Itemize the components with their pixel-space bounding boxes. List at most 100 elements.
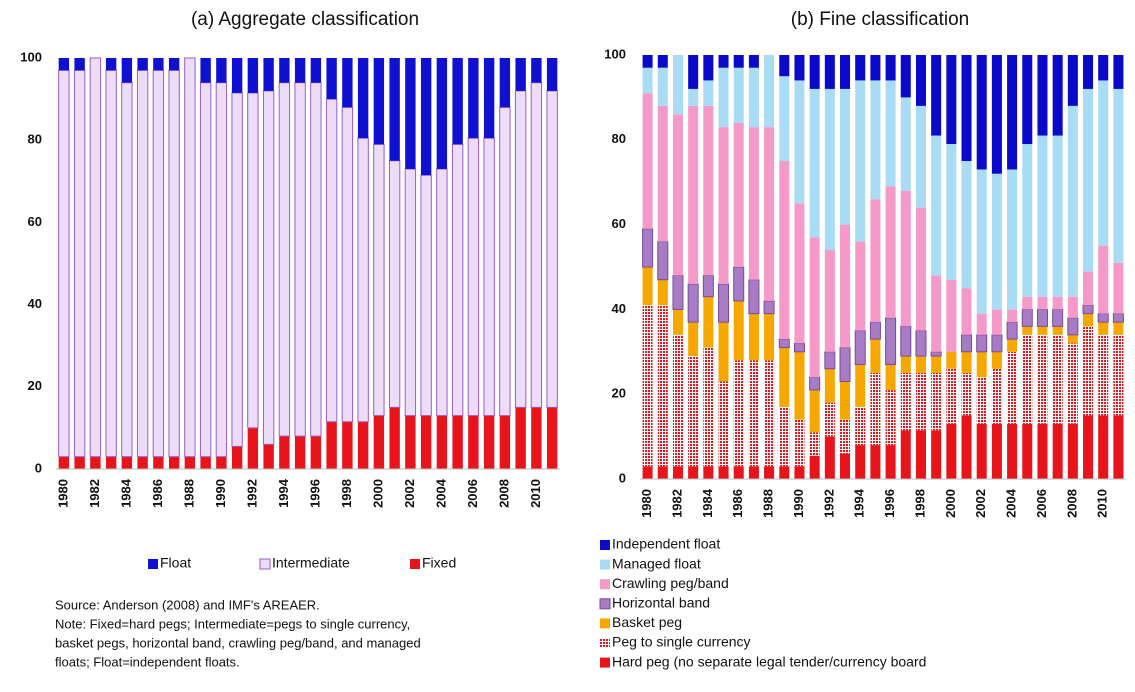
x-tick-label: 2006 — [1034, 489, 1049, 518]
bar-segment — [824, 88, 835, 251]
note-line: basket pegs, horizontal band, crawling p… — [55, 635, 421, 650]
bar-segment — [546, 407, 558, 469]
bar-segment — [840, 419, 851, 454]
bar-segment — [855, 364, 866, 407]
bar-segment — [74, 58, 85, 71]
bar-segment — [1067, 423, 1078, 479]
y-tick-label: 20 — [612, 386, 626, 401]
bar-segment — [121, 58, 133, 83]
bar-segment — [199, 82, 212, 458]
legend-label: Float — [160, 555, 191, 571]
bar-segment — [373, 58, 385, 145]
legend-swatch — [600, 618, 610, 629]
bar-segment — [794, 55, 805, 81]
y-tick-label: 60 — [28, 214, 42, 229]
bar-segment — [991, 309, 1002, 335]
x-tick-label: 2002 — [402, 479, 417, 508]
legend-swatch — [600, 540, 610, 550]
bar-segment — [672, 309, 683, 335]
x-tick-label: 1988 — [761, 489, 776, 518]
bar-segment — [184, 456, 196, 469]
bar-segment — [672, 55, 683, 115]
bar-segment — [483, 415, 495, 469]
bar-segment — [121, 456, 133, 469]
bar-segment — [702, 274, 714, 298]
bar-segment — [688, 322, 699, 357]
bar-segment — [168, 69, 180, 458]
bar-segment — [1113, 262, 1124, 314]
x-tick-label: 2000 — [370, 479, 385, 508]
bar-segment — [961, 351, 972, 373]
bar-segment — [514, 90, 527, 408]
bar-segment — [342, 58, 353, 108]
bar-segment — [1022, 334, 1033, 424]
x-tick-label: 1982 — [669, 489, 684, 518]
bar-segment — [216, 456, 227, 469]
x-tick-label: 1980 — [639, 489, 654, 518]
bar-segment — [657, 466, 668, 479]
bar-segment — [1022, 144, 1033, 297]
bar-segment — [1007, 169, 1018, 310]
bar-segment — [1052, 135, 1063, 297]
x-tick-label: 1990 — [213, 479, 228, 508]
bar-segment — [1098, 334, 1109, 416]
x-tick-label: 1990 — [791, 489, 806, 518]
bar-segment — [855, 445, 866, 479]
bar-segment — [976, 377, 987, 424]
bar-segment — [1067, 343, 1078, 424]
bar-segment — [483, 58, 495, 139]
bar-segment — [976, 55, 987, 170]
bar-segment — [961, 373, 972, 416]
bar-segment — [809, 55, 820, 89]
bar-segment — [642, 305, 653, 467]
bar-segment — [1113, 322, 1124, 335]
bar-segment — [991, 334, 1003, 353]
bar-segment — [703, 80, 714, 106]
bar-segment — [1007, 351, 1018, 424]
bar-segment — [672, 334, 683, 467]
bar-segment — [794, 351, 805, 420]
bar-segment — [200, 456, 211, 469]
legend-label: Hard peg (no separate legal tender/curre… — [612, 653, 926, 669]
bar-segment — [930, 351, 942, 357]
bar-segment — [642, 55, 653, 68]
bar-segment — [468, 415, 479, 469]
bar-segment — [900, 373, 911, 431]
bar-segment — [657, 55, 668, 68]
x-tick-label: 1994 — [276, 478, 291, 508]
bar-segment — [153, 58, 164, 71]
bar-segment — [794, 466, 805, 479]
bar-segment — [900, 356, 911, 373]
bar-segment — [779, 55, 790, 77]
bar-segment — [840, 224, 851, 348]
bar-segment — [672, 466, 683, 479]
bar-segment — [279, 58, 290, 83]
bar-segment — [1067, 105, 1078, 297]
bar-segment — [688, 356, 699, 467]
x-tick-label: 2002 — [973, 489, 988, 518]
bar-segment — [840, 453, 851, 479]
bar-segment — [326, 421, 337, 469]
bar-segment — [499, 415, 511, 469]
legend-label: Intermediate — [272, 555, 350, 571]
bar-segment — [389, 58, 400, 161]
bar-segment — [1037, 55, 1048, 136]
note-line: Source: Anderson (2008) and IMF's AREAER… — [55, 597, 320, 612]
bar-segment — [779, 347, 790, 407]
x-tick-label: 2008 — [1064, 489, 1079, 518]
bar-segment — [733, 67, 744, 123]
bar-segment — [436, 58, 448, 169]
bar-segment — [915, 105, 926, 208]
bar-segment — [89, 57, 102, 458]
bar-segment — [168, 58, 180, 71]
x-tick-label: 2010 — [1095, 489, 1110, 518]
bar-segment — [733, 466, 744, 479]
bar-segment — [976, 351, 987, 378]
bar-segment — [824, 436, 835, 479]
bar-segment — [885, 317, 897, 366]
bar-segment — [687, 283, 699, 323]
bar-segment — [931, 373, 942, 431]
bar-segment — [900, 325, 912, 357]
bar-segment — [915, 356, 926, 373]
x-tick-label: 2008 — [496, 479, 511, 508]
